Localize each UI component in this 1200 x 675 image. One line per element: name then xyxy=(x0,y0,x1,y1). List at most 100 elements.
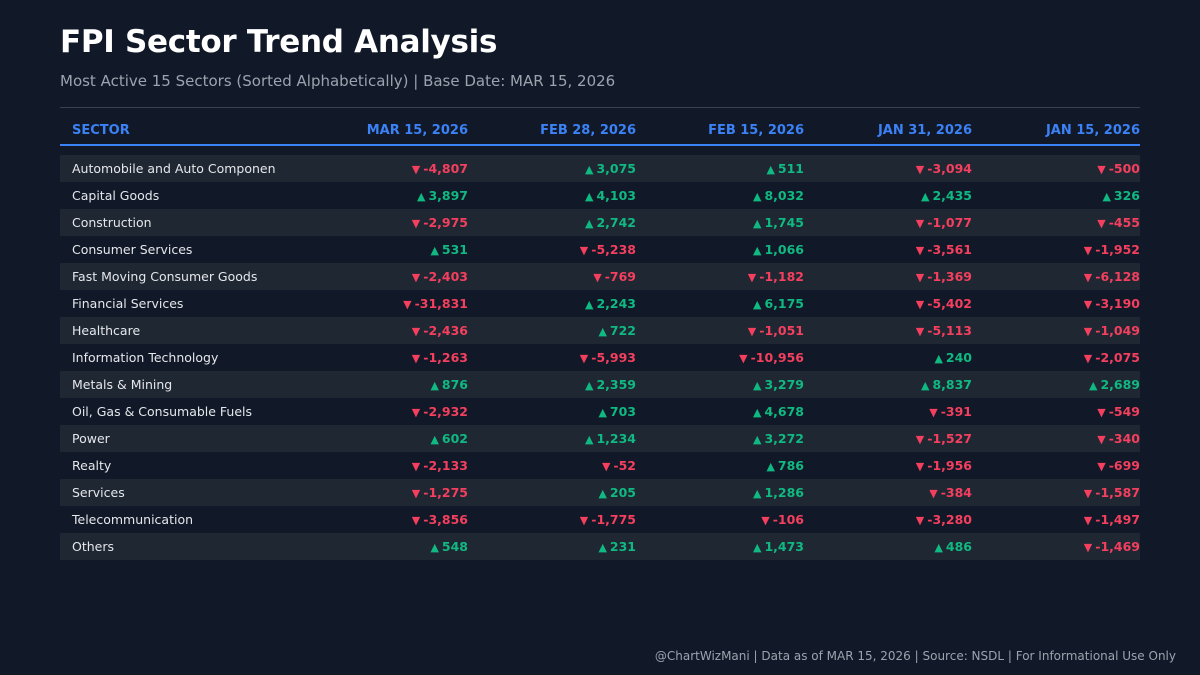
value-cell: ▲ 2,742 xyxy=(468,215,636,230)
value-cell: ▲ 4,103 xyxy=(468,188,636,203)
down-arrow-icon: ▼ xyxy=(739,352,748,365)
column-header-date: JAN 31, 2026 xyxy=(877,122,972,138)
down-arrow-icon: ▼ xyxy=(1097,163,1106,176)
value-number: 548 xyxy=(441,539,468,554)
value-number: 205 xyxy=(609,485,636,500)
down-arrow-icon: ▼ xyxy=(1097,433,1106,446)
value-cell: ▲ 8,837 xyxy=(804,377,972,392)
up-arrow-icon: ▲ xyxy=(416,190,426,203)
sector-trend-table: SECTOR MAR 15, 2026 FEB 28, 2026 FEB 15,… xyxy=(60,116,1140,560)
sector-name: Automobile and Auto Componen xyxy=(72,161,276,176)
up-arrow-icon: ▲ xyxy=(584,298,594,311)
down-arrow-icon: ▼ xyxy=(411,460,421,473)
value-cell: ▼ -1,587 xyxy=(972,485,1140,500)
value-cell: ▲ 3,075 xyxy=(468,161,636,176)
down-arrow-icon: ▼ xyxy=(1097,217,1106,230)
value-number: -1,527 xyxy=(927,431,972,446)
value-number: -1,775 xyxy=(591,512,636,527)
table-body: Automobile and Auto Componen ▼ -4,807 ▲ 3,07… xyxy=(60,155,1140,560)
value-number: 486 xyxy=(945,539,972,554)
value-cell: ▼ -1,775 xyxy=(468,512,636,527)
column-header-date: FEB 28, 2026 xyxy=(540,122,636,138)
down-arrow-icon: ▼ xyxy=(579,352,589,365)
sector-name: Oil, Gas & Consumable Fuels xyxy=(72,404,253,419)
column-header-date: FEB 15, 2026 xyxy=(708,122,804,138)
column-header-sector: SECTOR xyxy=(72,122,130,138)
up-arrow-icon: ▲ xyxy=(752,190,762,203)
value-cell: ▼ -106 xyxy=(636,512,804,527)
table-row: Construction ▼ -2,975 ▲ 2,742 ▲ 1,745 ▼ -1,077 ▼ -… xyxy=(60,209,1140,236)
up-arrow-icon: ▲ xyxy=(1102,190,1111,203)
down-arrow-icon: ▼ xyxy=(915,514,925,527)
value-number: -1,497 xyxy=(1095,512,1140,527)
value-number: 786 xyxy=(777,458,804,473)
value-number: -340 xyxy=(1108,431,1140,446)
value-cell: ▼ -455 xyxy=(972,215,1140,230)
value-cell: ▼ -549 xyxy=(972,404,1140,419)
footer-note: @ChartWizMani | Data as of MAR 15, 2026 … xyxy=(654,649,1176,663)
up-arrow-icon: ▲ xyxy=(752,244,762,257)
value-number: 231 xyxy=(609,539,636,554)
value-cell: ▲ 205 xyxy=(468,485,636,500)
value-number: 326 xyxy=(1113,188,1140,203)
up-arrow-icon: ▲ xyxy=(752,541,762,554)
value-cell: ▼ -1,077 xyxy=(804,215,972,230)
value-cell: ▼ -340 xyxy=(972,431,1140,446)
value-number: 2,243 xyxy=(596,296,636,311)
value-cell: ▲ 1,745 xyxy=(636,215,804,230)
value-cell: ▲ 3,279 xyxy=(636,377,804,392)
value-cell: ▼ -4,807 xyxy=(300,161,468,176)
table-header: SECTOR MAR 15, 2026 FEB 28, 2026 FEB 15,… xyxy=(60,116,1140,146)
page-title: FPI Sector Trend Analysis xyxy=(60,24,498,60)
down-arrow-icon: ▼ xyxy=(579,244,589,257)
value-cell: ▼ -5,993 xyxy=(468,350,636,365)
value-number: -1,263 xyxy=(423,350,468,365)
value-number: 3,897 xyxy=(428,188,468,203)
up-arrow-icon: ▲ xyxy=(584,433,594,446)
value-number: 4,103 xyxy=(596,188,636,203)
sector-name: Construction xyxy=(72,215,152,230)
sector-name: Capital Goods xyxy=(72,188,160,203)
value-number: -2,403 xyxy=(423,269,468,284)
value-number: 8,032 xyxy=(764,188,804,203)
value-number: 1,286 xyxy=(764,485,804,500)
value-cell: ▼ -52 xyxy=(468,458,636,473)
sector-name: Fast Moving Consumer Goods xyxy=(72,269,258,284)
value-number: -3,190 xyxy=(1095,296,1140,311)
value-number: -1,182 xyxy=(759,269,804,284)
sector-name: Healthcare xyxy=(72,323,141,338)
table-row: Automobile and Auto Componen ▼ -4,807 ▲ 3,07… xyxy=(60,155,1140,182)
value-cell: ▼ -6,128 xyxy=(972,269,1140,284)
value-number: -3,856 xyxy=(423,512,468,527)
value-number: 2,435 xyxy=(932,188,972,203)
down-arrow-icon: ▼ xyxy=(915,325,925,338)
value-cell: ▲ 511 xyxy=(636,161,804,176)
value-number: -6,128 xyxy=(1095,269,1140,284)
value-cell: ▼ -1,051 xyxy=(636,323,804,338)
value-cell: ▼ -1,956 xyxy=(804,458,972,473)
table-row: Financial Services ▼ -31,831 ▲ 2,243 ▲ 6,175 ▼ -… xyxy=(60,290,1140,317)
up-arrow-icon: ▲ xyxy=(430,244,439,257)
value-number: 703 xyxy=(609,404,636,419)
value-cell: ▼ -3,094 xyxy=(804,161,972,176)
value-number: -3,094 xyxy=(927,161,972,176)
down-arrow-icon: ▼ xyxy=(1083,244,1093,257)
value-cell: ▲ 1,286 xyxy=(636,485,804,500)
value-number: 6,175 xyxy=(764,296,804,311)
value-cell: ▲ 3,897 xyxy=(300,188,468,203)
up-arrow-icon: ▲ xyxy=(766,460,775,473)
value-number: -699 xyxy=(1108,458,1140,473)
value-number: -1,956 xyxy=(927,458,972,473)
value-number: 722 xyxy=(609,323,636,338)
value-cell: ▼ -1,275 xyxy=(300,485,468,500)
down-arrow-icon: ▼ xyxy=(411,163,421,176)
value-number: 8,837 xyxy=(932,377,972,392)
value-cell: ▼ -2,436 xyxy=(300,323,468,338)
value-number: -5,238 xyxy=(591,242,636,257)
down-arrow-icon: ▼ xyxy=(411,352,421,365)
value-cell: ▲ 231 xyxy=(468,539,636,554)
up-arrow-icon: ▲ xyxy=(752,433,762,446)
down-arrow-icon: ▼ xyxy=(1083,298,1093,311)
value-cell: ▲ 531 xyxy=(300,242,468,257)
value-number: -1,952 xyxy=(1095,242,1140,257)
